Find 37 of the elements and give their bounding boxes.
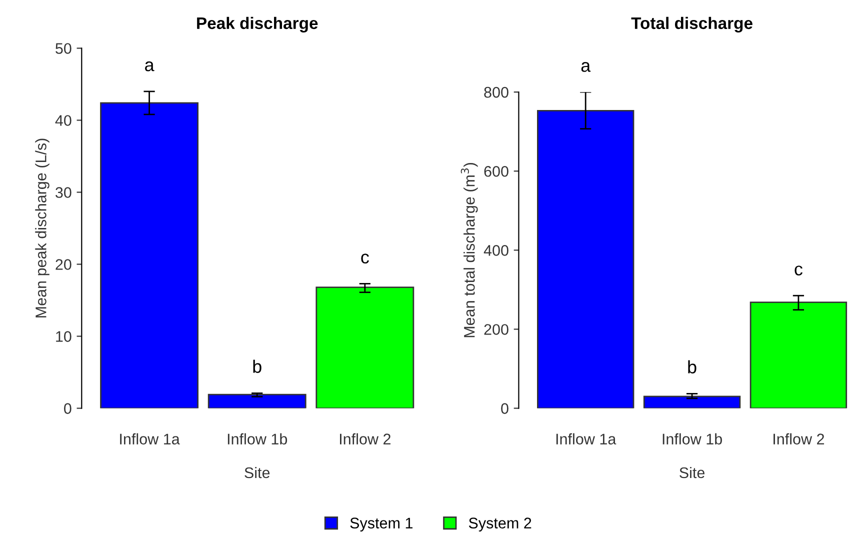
annotation: b [253, 360, 262, 373]
x-axis-title: Site [244, 466, 270, 478]
y-tick-label: 800 [484, 86, 508, 98]
legend-label: System 2 [468, 518, 532, 532]
bar [537, 110, 634, 408]
bar [643, 396, 741, 408]
x-tick-label: Inflow 1a [120, 433, 180, 444]
chart-title: Peak discharge [197, 16, 318, 32]
annotation: a [145, 61, 154, 72]
x-tick-label: Inflow 1b [662, 433, 722, 444]
annotation: c [361, 254, 369, 264]
x-tick-label: Inflow 1a [556, 433, 616, 444]
x-tick-label: Inflow 2 [774, 433, 824, 444]
bar [100, 102, 198, 408]
bar [208, 394, 306, 408]
x-tick-label: Inflow 2 [340, 433, 390, 444]
y-tick-label: 20 [56, 259, 72, 270]
bar [750, 302, 848, 408]
bar [316, 286, 414, 408]
y-tick-label: 50 [56, 43, 72, 54]
y-axis-title: Mean total discharge (m$^{3}$) [460, 163, 478, 338]
y-tick-label: 0 [64, 403, 72, 414]
chart-title: Total discharge [631, 16, 752, 32]
annotation: c [794, 266, 802, 276]
y-tick-label: 600 [484, 166, 508, 177]
y-tick-label: 30 [56, 187, 72, 198]
y-tick-label: 0 [501, 403, 508, 414]
annotation: b [688, 360, 696, 374]
text: a [581, 62, 591, 72]
y-tick-label: 400 [484, 245, 508, 256]
legend-label: System 1 [350, 518, 412, 532]
y-tick-label: 10 [56, 331, 72, 342]
x-axis-title: Site [680, 466, 705, 478]
y-axis-title: Mean peak discharge (L/s) [35, 138, 50, 318]
y-tick-label: 200 [484, 324, 508, 335]
x-tick-label: Inflow 1b [228, 433, 288, 444]
y-tick-label: 40 [55, 115, 72, 126]
